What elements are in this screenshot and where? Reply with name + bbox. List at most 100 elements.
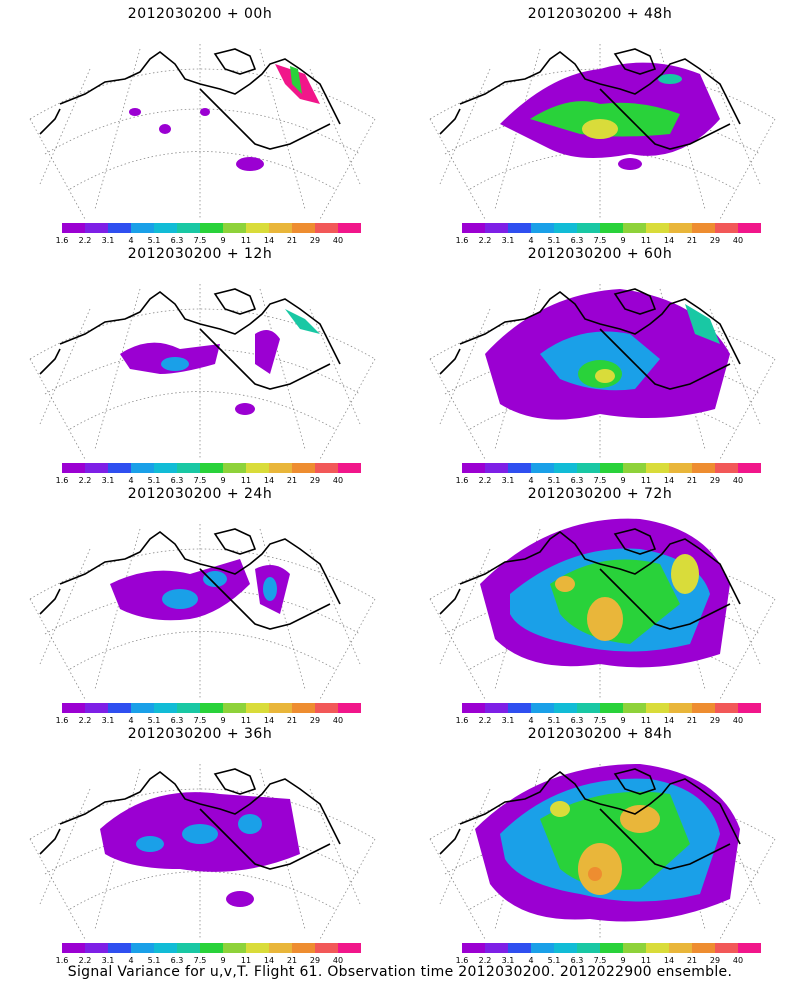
colorbar-label: 14 [663, 236, 675, 245]
colorbar-label: 1.6 [55, 956, 69, 965]
colorbar-swatch [177, 703, 200, 713]
colorbar-label: 7.5 [593, 476, 607, 485]
colorbar-swatch [692, 703, 715, 713]
colorbar-swatch [85, 463, 108, 473]
colorbar-swatch [131, 463, 154, 473]
colorbar-swatch [600, 463, 623, 473]
colorbar-swatch [246, 223, 269, 233]
colorbar-swatch [623, 943, 646, 953]
colorbar-label: 4 [128, 716, 134, 725]
colorbar [462, 943, 761, 953]
colorbar-swatch [531, 703, 554, 713]
colorbar-label: 29 [709, 236, 721, 245]
colorbar-swatch [738, 223, 761, 233]
colorbar-label: 21 [286, 956, 298, 965]
forecast-map [429, 764, 776, 939]
colorbar-swatch [154, 703, 177, 713]
colorbar-swatch [692, 463, 715, 473]
colorbar-swatch [269, 463, 292, 473]
colorbar-swatch [508, 463, 531, 473]
map-panel-00h: 2012030200 + 00h 1.6 2.2 3.1 4 5.1 6.3 7.5 9 11 1… [0, 0, 400, 245]
panel-title: 2012030200 + 24h [127, 486, 273, 502]
colorbar-swatch [62, 223, 85, 233]
colorbar-label: 2.2 [78, 716, 92, 725]
colorbar-swatch [338, 223, 361, 233]
colorbar-swatch [554, 703, 577, 713]
colorbar-label: 4 [528, 956, 534, 965]
colorbar-swatch [577, 943, 600, 953]
colorbar-swatch [154, 943, 177, 953]
colorbar-label: 9 [620, 476, 626, 485]
colorbar-swatch [692, 223, 715, 233]
colorbar-label: 6.3 [170, 476, 184, 485]
colorbar-label: 7.5 [193, 956, 207, 965]
colorbar-label: 21 [686, 716, 698, 725]
colorbar-swatch [531, 223, 554, 233]
colorbar-label: 29 [309, 716, 321, 725]
colorbar-swatch [62, 463, 85, 473]
colorbar-label: 9 [220, 476, 226, 485]
colorbar [462, 463, 761, 473]
colorbar-swatch [177, 943, 200, 953]
colorbar-swatch [246, 463, 269, 473]
colorbar-swatch [177, 223, 200, 233]
colorbar-swatch [715, 223, 738, 233]
colorbar-swatch [200, 943, 223, 953]
colorbar [62, 223, 361, 233]
colorbar-swatch [646, 223, 669, 233]
map-panel-48h: 2012030200 + 48h 1.6 2.2 3.1 4 5.1 6.3 7.5 9 11 1… [400, 0, 800, 245]
colorbar-swatch [669, 463, 692, 473]
colorbar-label: 2.2 [78, 956, 92, 965]
panel-title: 2012030200 + 48h [527, 6, 673, 22]
colorbar-label: 4 [128, 476, 134, 485]
colorbar-label: 1.6 [455, 476, 469, 485]
colorbar-swatch [646, 463, 669, 473]
map-panel-60h: 2012030200 + 60h 1.6 2.2 3.1 4 5.1 6.3 7.5 9 11 1… [400, 240, 800, 485]
colorbar-label: 2.2 [478, 956, 492, 965]
colorbar-label: 4 [528, 716, 534, 725]
colorbar-label: 40 [332, 956, 344, 965]
colorbar-swatch [738, 943, 761, 953]
colorbar-labels: 1.6 2.2 3.1 4 5.1 6.3 7.5 9 11 14 21 29 40 [450, 716, 770, 726]
colorbar-label: 9 [220, 716, 226, 725]
colorbar-label: 21 [686, 476, 698, 485]
colorbar-label: 5.1 [147, 956, 161, 965]
colorbar-swatch [223, 463, 246, 473]
colorbar-label: 3.1 [501, 476, 515, 485]
colorbar-swatch [577, 463, 600, 473]
colorbar-swatch [246, 703, 269, 713]
panel-title: 2012030200 + 84h [527, 726, 673, 742]
colorbar-swatch [108, 463, 131, 473]
colorbar-label: 9 [220, 956, 226, 965]
colorbar-swatch [669, 223, 692, 233]
colorbar-label: 5.1 [147, 716, 161, 725]
colorbar-labels: 1.6 2.2 3.1 4 5.1 6.3 7.5 9 11 14 21 29 40 [450, 956, 770, 966]
colorbar-label: 11 [240, 716, 252, 725]
colorbar-label: 5.1 [547, 476, 561, 485]
forecast-map [429, 44, 776, 219]
panel-title: 2012030200 + 12h [127, 246, 273, 262]
colorbar-swatch [246, 943, 269, 953]
colorbar-label: 14 [663, 476, 675, 485]
panel-title: 2012030200 + 36h [127, 726, 273, 742]
figure-caption: Signal Variance for u,v,T. Flight 61. Ob… [67, 964, 733, 980]
colorbar-label: 40 [332, 716, 344, 725]
colorbar-label: 7.5 [193, 476, 207, 485]
colorbar-label: 21 [286, 476, 298, 485]
colorbar-swatch [600, 703, 623, 713]
colorbar-label: 7.5 [193, 716, 207, 725]
colorbar-label: 1.6 [455, 956, 469, 965]
panel-title: 2012030200 + 72h [527, 486, 673, 502]
colorbar-label: 2.2 [478, 236, 492, 245]
colorbar-label: 3.1 [501, 716, 515, 725]
colorbar-label: 21 [286, 236, 298, 245]
colorbar-label: 5.1 [547, 236, 561, 245]
colorbar-labels: 1.6 2.2 3.1 4 5.1 6.3 7.5 9 11 14 21 29 40 [50, 236, 370, 246]
colorbar-swatch [269, 703, 292, 713]
colorbar-label: 9 [620, 956, 626, 965]
colorbar-swatch [315, 943, 338, 953]
colorbar-label: 3.1 [101, 956, 115, 965]
colorbar-label: 11 [240, 236, 252, 245]
colorbar-swatch [200, 223, 223, 233]
colorbar-labels: 1.6 2.2 3.1 4 5.1 6.3 7.5 9 11 14 21 29 40 [450, 236, 770, 246]
